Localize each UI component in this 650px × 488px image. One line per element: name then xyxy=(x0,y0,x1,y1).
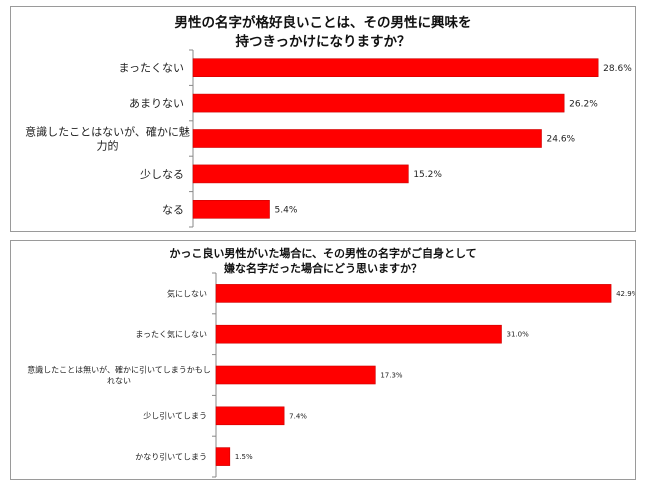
bar xyxy=(192,58,599,78)
bar xyxy=(215,365,376,385)
category-label: まったく気にしない xyxy=(135,329,207,339)
bar-value-label: 1.5% xyxy=(235,453,253,461)
chart-title: かっこ良い男性がいた場合に、その男性の名字がご自身として 嫌な名字だった場合にど… xyxy=(11,246,635,276)
chart-title-line: 嫌な名字だった場合にどう思いますか？ xyxy=(224,262,422,275)
bar xyxy=(215,284,612,303)
bar xyxy=(215,324,502,344)
bar xyxy=(192,164,409,184)
category-label: なる xyxy=(162,203,184,216)
bar xyxy=(215,406,285,426)
chart-title-line: かっこ良い男性がいた場合に、その男性の名字がご自身として xyxy=(169,247,477,260)
category-label: かなり引いてしまう xyxy=(135,452,207,461)
chart-panel-1: 男性の名字が格好良いことは、その男性に興味を 持つきっかけになりますか？ 28.… xyxy=(10,6,636,232)
bar-value-label: 24.6% xyxy=(547,135,576,145)
category-label: まったくない xyxy=(118,62,184,75)
bar-value-label: 5.4% xyxy=(275,205,298,215)
bar xyxy=(215,447,231,466)
bar-value-label: 17.3% xyxy=(380,371,403,379)
category-label: 少しなる xyxy=(140,168,184,181)
bar xyxy=(192,200,270,219)
bar-chart-2: 42.9% 気にしない 31.0% まったく気にしない 17.3% 意識したことは無いが、… xyxy=(27,272,635,478)
bar-value-label: 31.0% xyxy=(506,331,529,339)
bar-value-label: 15.2% xyxy=(413,170,442,180)
chart-title-line: 持つきっかけになりますか？ xyxy=(235,34,411,50)
chart-title: 男性の名字が格好良いことは、その男性に興味を 持つきっかけになりますか？ xyxy=(11,14,635,52)
category-label: 気にしない xyxy=(167,288,207,298)
bar-chart-1: 28.6% まったくない 26.2% あまりない 24.6% 意識したことはないが、確かに… xyxy=(25,49,632,228)
bar xyxy=(192,129,542,148)
category-label: あまりない xyxy=(129,97,184,110)
bar-value-label: 7.4% xyxy=(289,412,307,420)
chart-title-line: 男性の名字が格好良いことは、その男性に興味を xyxy=(174,15,472,31)
bar-value-label: 28.6% xyxy=(603,64,632,74)
bar xyxy=(192,93,565,113)
category-label: 意識したことはないが、確かに魅力的 xyxy=(25,124,190,152)
category-label: 少し引いてしまう xyxy=(143,412,207,421)
category-label: 意識したことは無いが、確かに引いてしまうかもしれない xyxy=(27,364,211,385)
bar-value-label: 42.9% xyxy=(616,290,635,298)
chart-panel-2: かっこ良い男性がいた場合に、その男性の名字がご自身として 嫌な名字だった場合にど… xyxy=(10,240,636,480)
bar-value-label: 26.2% xyxy=(569,99,598,109)
